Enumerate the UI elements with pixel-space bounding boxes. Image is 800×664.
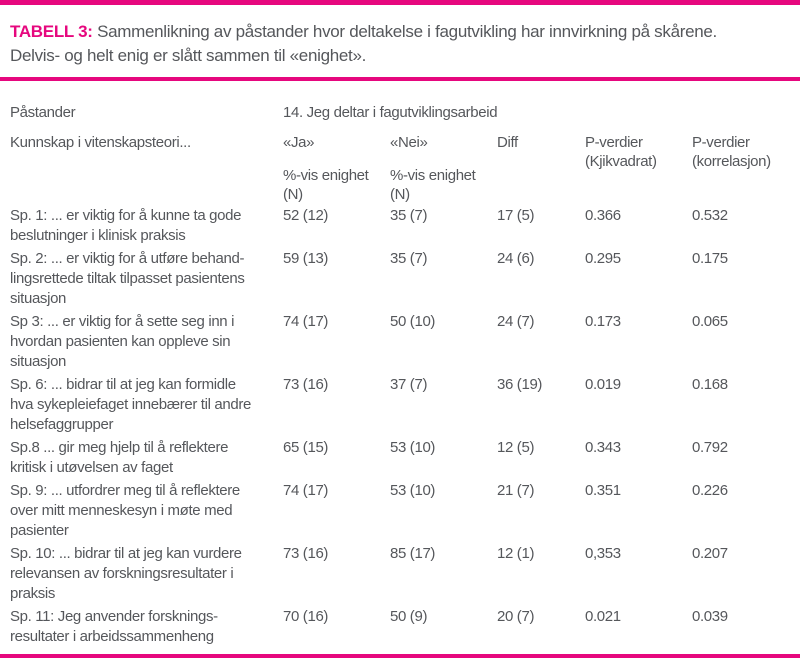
table-row: Sp. 11: Jeg anvender forsknings- resulta… <box>10 607 790 647</box>
table-row: Sp 3: ... er viktig for å sette seg inn … <box>10 312 790 372</box>
cell-p-korrelasjon: 0.039 <box>692 608 728 625</box>
cell-diff-value: 12 (1) <box>497 545 535 562</box>
table-caption-text: Sammenlikning av påstander hvor deltakel… <box>10 22 717 65</box>
col-header-ja-unit: %-vis enighet (N) <box>283 167 369 203</box>
cell-statement: Sp. 6: ... bidrar til at jeg kan formidl… <box>10 376 252 433</box>
col-header-ja-label: «Ja» <box>283 134 315 151</box>
header-row-top: Påstander 14. Jeg deltar i fagutviklings… <box>10 103 790 123</box>
cell-diff-value: 20 (7) <box>497 608 535 625</box>
cell-p-kjikvadrat: 0.021 <box>585 608 621 625</box>
cell-p-kjikvadrat: 0.351 <box>585 482 621 499</box>
cell-diff-value: 36 (19) <box>497 376 543 393</box>
col-header-diff: Diff <box>497 134 518 151</box>
col-header-pastander: Påstander <box>10 104 76 121</box>
cell-ja-value: 73 (16) <box>283 376 329 393</box>
cell-nei-value: 50 (10) <box>390 313 436 330</box>
cell-diff-value: 17 (5) <box>497 207 535 224</box>
table-row: Sp. 9: ... utfordrer meg til å reflekter… <box>10 481 790 541</box>
cell-diff-value: 12 (5) <box>497 439 535 456</box>
cell-p-kjikvadrat: 0.295 <box>585 250 621 267</box>
caption-divider <box>0 77 800 81</box>
cell-nei-value: 53 (10) <box>390 439 436 456</box>
table-caption-label: TABELL 3: <box>10 22 93 41</box>
cell-diff-value: 24 (6) <box>497 250 535 267</box>
cell-p-kjikvadrat: 0.173 <box>585 313 621 330</box>
cell-nei-value: 53 (10) <box>390 482 436 499</box>
cell-nei-value: 50 (9) <box>390 608 428 625</box>
cell-nei-value: 37 (7) <box>390 376 428 393</box>
bottom-border <box>0 654 800 658</box>
cell-statement: Sp. 1: ... er viktig for å kunne ta gode… <box>10 207 242 244</box>
cell-ja-value: 73 (16) <box>283 545 329 562</box>
table-caption: TABELL 3: Sammenlikning av påstander hvo… <box>0 5 800 77</box>
cell-p-korrelasjon: 0.207 <box>692 545 728 562</box>
col-header-kunnskap: Kunnskap i vitenskapsteori... <box>10 134 191 151</box>
cell-ja-value: 70 (16) <box>283 608 329 625</box>
cell-p-korrelasjon: 0.065 <box>692 313 728 330</box>
header-row-sub: Kunnskap i vitenskapsteori... «Ja» %-vis… <box>10 133 790 204</box>
cell-nei-value: 85 (17) <box>390 545 436 562</box>
col-header-nei: «Nei» %-vis enighet (N) <box>390 133 497 204</box>
cell-ja-value: 52 (12) <box>283 207 329 224</box>
cell-p-kjikvadrat: 0.366 <box>585 207 621 224</box>
top-border <box>0 0 800 5</box>
cell-statement: Sp. 9: ... utfordrer meg til å reflekter… <box>10 482 240 539</box>
table-row: Sp. 6: ... bidrar til at jeg kan formidl… <box>10 375 790 435</box>
cell-statement: Sp 3: ... er viktig for å sette seg inn … <box>10 313 235 370</box>
cell-diff-value: 24 (7) <box>497 313 535 330</box>
table-row: Sp. 10: ... bidrar til at jeg kan vurder… <box>10 544 790 604</box>
cell-statement: Sp.8 ... gir meg hjelp til å reflektere … <box>10 439 229 476</box>
table-row: Sp. 2: ... er viktig for å utføre behand… <box>10 249 790 309</box>
col-header-nei-unit: %-vis enighet (N) <box>390 167 476 203</box>
col-header-ja: «Ja» %-vis enighet (N) <box>283 133 390 204</box>
cell-diff-value: 21 (7) <box>497 482 535 499</box>
cell-p-korrelasjon: 0.226 <box>692 482 728 499</box>
cell-statement: Sp. 10: ... bidrar til at jeg kan vurder… <box>10 545 242 602</box>
table-body: Sp. 1: ... er viktig for å kunne ta gode… <box>10 206 790 647</box>
cell-p-kjikvadrat: 0.343 <box>585 439 621 456</box>
cell-p-korrelasjon: 0.532 <box>692 207 728 224</box>
cell-nei-value: 35 (7) <box>390 250 428 267</box>
cell-p-kjikvadrat: 0.019 <box>585 376 621 393</box>
cell-ja-value: 59 (13) <box>283 250 329 267</box>
cell-ja-value: 74 (17) <box>283 313 329 330</box>
cell-p-korrelasjon: 0.175 <box>692 250 728 267</box>
col-header-p-kjikvadrat: P-verdier (Kjikvadrat) <box>585 134 657 170</box>
span-header-fagutvikling: 14. Jeg deltar i fagutviklingsarbeid <box>283 104 498 121</box>
cell-ja-value: 74 (17) <box>283 482 329 499</box>
data-table: Påstander 14. Jeg deltar i fagutviklings… <box>0 103 800 647</box>
col-header-nei-label: «Nei» <box>390 134 428 151</box>
table-row: Sp.8 ... gir meg hjelp til å reflektere … <box>10 438 790 478</box>
cell-p-kjikvadrat: 0,353 <box>585 545 621 562</box>
cell-nei-value: 35 (7) <box>390 207 428 224</box>
cell-statement: Sp. 2: ... er viktig for å utføre behand… <box>10 250 245 307</box>
cell-ja-value: 65 (15) <box>283 439 329 456</box>
col-header-p-korrelasjon: P-verdier (korrelasjon) <box>692 134 771 170</box>
cell-p-korrelasjon: 0.792 <box>692 439 728 456</box>
cell-p-korrelasjon: 0.168 <box>692 376 728 393</box>
cell-statement: Sp. 11: Jeg anvender forsknings- resulta… <box>10 608 218 645</box>
table-row: Sp. 1: ... er viktig for å kunne ta gode… <box>10 206 790 246</box>
